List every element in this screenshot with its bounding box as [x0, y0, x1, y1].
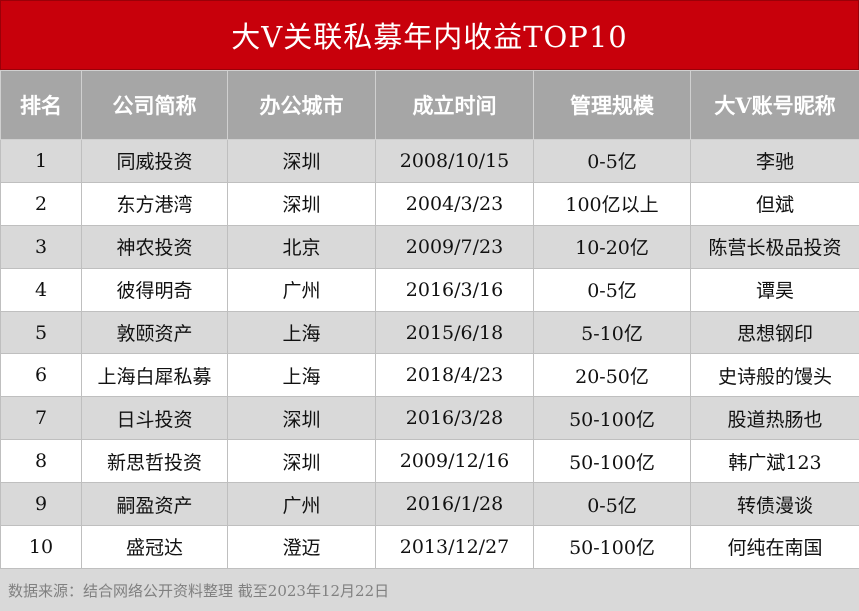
table-row: 8 新思哲投资 深圳 2009/12/16 50-100亿 韩广斌123	[0, 439, 859, 484]
cell-founded: 2018/4/23	[375, 353, 534, 398]
cell-founded: 2009/12/16	[375, 439, 534, 484]
cell-city: 广州	[227, 482, 376, 527]
cell-account: 李驰	[690, 139, 859, 183]
cell-account: 史诗般的馒头	[690, 353, 859, 398]
cell-company: 盛冠达	[81, 525, 228, 569]
header-city: 办公城市	[227, 70, 376, 140]
table-header-row: 排名 公司简称 办公城市 成立时间 管理规模 大V账号昵称	[0, 70, 859, 140]
cell-founded: 2009/7/23	[375, 224, 534, 269]
cell-city: 广州	[227, 267, 376, 312]
cell-founded: 2016/1/28	[375, 482, 534, 527]
cell-aum: 0-5亿	[533, 482, 691, 527]
source-note: 数据来源：结合网络公开资料整理 截至2023年12月22日	[0, 568, 859, 611]
cell-rank: 6	[0, 353, 82, 398]
table-row: 3 神农投资 北京 2009/7/23 10-20亿 陈营长极品投资	[0, 224, 859, 269]
cell-city: 上海	[227, 310, 376, 355]
cell-founded: 2015/6/18	[375, 310, 534, 355]
cell-rank: 10	[0, 525, 82, 569]
header-aum: 管理规模	[533, 70, 691, 140]
cell-account: 但斌	[690, 181, 859, 226]
cell-rank: 7	[0, 396, 82, 441]
cell-founded: 2004/3/23	[375, 181, 534, 226]
cell-account: 谭昊	[690, 267, 859, 312]
cell-founded: 2016/3/28	[375, 396, 534, 441]
cell-company: 神农投资	[81, 224, 228, 269]
table-title: 大V关联私募年内收益TOP10	[0, 0, 859, 70]
cell-account: 韩广斌123	[690, 439, 859, 484]
cell-city: 深圳	[227, 439, 376, 484]
cell-rank: 9	[0, 482, 82, 527]
table-row: 4 彼得明奇 广州 2016/3/16 0-5亿 谭昊	[0, 267, 859, 312]
table-row: 2 东方港湾 深圳 2004/3/23 100亿以上 但斌	[0, 181, 859, 226]
cell-company: 嗣盈资产	[81, 482, 228, 527]
cell-company: 东方港湾	[81, 181, 228, 226]
cell-company: 日斗投资	[81, 396, 228, 441]
cell-aum: 0-5亿	[533, 267, 691, 312]
cell-city: 上海	[227, 353, 376, 398]
cell-company: 上海白犀私募	[81, 353, 228, 398]
cell-account: 股道热肠也	[690, 396, 859, 441]
cell-city: 北京	[227, 224, 376, 269]
cell-rank: 2	[0, 181, 82, 226]
cell-company: 敦颐资产	[81, 310, 228, 355]
cell-founded: 2013/12/27	[375, 525, 534, 569]
cell-rank: 3	[0, 224, 82, 269]
cell-company: 新思哲投资	[81, 439, 228, 484]
table-row: 7 日斗投资 深圳 2016/3/28 50-100亿 股道热肠也	[0, 396, 859, 441]
cell-rank: 1	[0, 139, 82, 183]
cell-city: 深圳	[227, 181, 376, 226]
header-account: 大V账号昵称	[690, 70, 859, 140]
header-founded: 成立时间	[375, 70, 534, 140]
cell-rank: 5	[0, 310, 82, 355]
cell-account: 何纯在南国	[690, 525, 859, 569]
cell-aum: 100亿以上	[533, 181, 691, 226]
cell-city: 深圳	[227, 139, 376, 183]
cell-account: 转债漫谈	[690, 482, 859, 527]
cell-company: 同威投资	[81, 139, 228, 183]
cell-founded: 2016/3/16	[375, 267, 534, 312]
cell-rank: 4	[0, 267, 82, 312]
cell-account: 陈营长极品投资	[690, 224, 859, 269]
table-row: 10 盛冠达 澄迈 2013/12/27 50-100亿 何纯在南国	[0, 525, 859, 569]
table-row: 5 敦颐资产 上海 2015/6/18 5-10亿 思想钢印	[0, 310, 859, 355]
header-rank: 排名	[0, 70, 82, 140]
cell-city: 澄迈	[227, 525, 376, 569]
cell-aum: 50-100亿	[533, 439, 691, 484]
ranking-table: 排名 公司简称 办公城市 成立时间 管理规模 大V账号昵称 1 同威投资 深圳 200…	[0, 70, 859, 569]
cell-aum: 0-5亿	[533, 139, 691, 183]
table-row: 1 同威投资 深圳 2008/10/15 0-5亿 李驰	[0, 139, 859, 183]
cell-aum: 5-10亿	[533, 310, 691, 355]
cell-rank: 8	[0, 439, 82, 484]
header-company: 公司简称	[81, 70, 228, 140]
cell-aum: 50-100亿	[533, 525, 691, 569]
table-row: 9 嗣盈资产 广州 2016/1/28 0-5亿 转债漫谈	[0, 482, 859, 527]
cell-aum: 50-100亿	[533, 396, 691, 441]
table-row: 6 上海白犀私募 上海 2018/4/23 20-50亿 史诗般的馒头	[0, 353, 859, 398]
cell-founded: 2008/10/15	[375, 139, 534, 183]
cell-aum: 10-20亿	[533, 224, 691, 269]
cell-company: 彼得明奇	[81, 267, 228, 312]
cell-account: 思想钢印	[690, 310, 859, 355]
cell-city: 深圳	[227, 396, 376, 441]
cell-aum: 20-50亿	[533, 353, 691, 398]
